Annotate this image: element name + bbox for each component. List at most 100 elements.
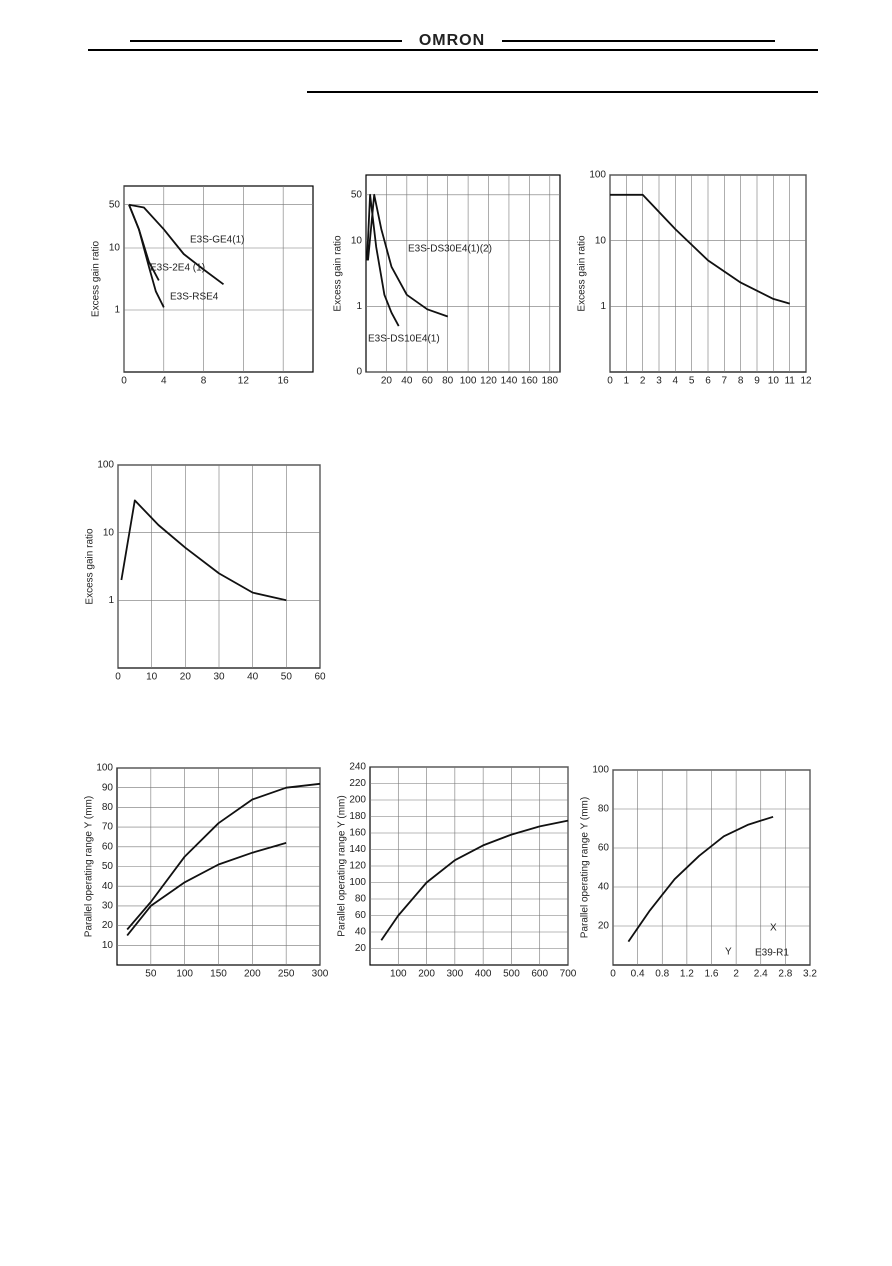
x-tick-label: 2.4 <box>754 969 768 980</box>
curve <box>610 193 790 305</box>
x-tick-label: 700 <box>560 969 577 980</box>
y-axis-label: Excess gain ratio <box>91 240 102 317</box>
y-tick-label: 100 <box>589 170 606 181</box>
x-tick-label: 16 <box>278 376 290 387</box>
curve <box>366 193 400 327</box>
x-tick-label: 50 <box>281 672 293 683</box>
curve <box>120 499 287 602</box>
curve <box>627 815 774 943</box>
y-tick-label: 100 <box>349 877 366 888</box>
x-tick-label: 1 <box>624 376 630 387</box>
y-tick-label: 90 <box>102 782 114 793</box>
x-tick-label: 2 <box>640 376 646 387</box>
logo: OMRON <box>419 32 485 49</box>
y-tick-label: 40 <box>598 882 610 893</box>
y-tick-label: 100 <box>592 765 609 776</box>
x-tick-label: 600 <box>531 969 548 980</box>
y-axis-label: Parallel operating range Y (mm) <box>337 795 348 936</box>
x-tick-label: 2.8 <box>778 969 792 980</box>
x-tick-label: 500 <box>503 969 520 980</box>
x-tick-label: 7 <box>722 376 728 387</box>
curve <box>128 204 165 308</box>
annotation: X <box>770 923 777 934</box>
curve-label: E3S-DS10E4(1) <box>368 334 440 345</box>
y-tick-label: 10 <box>103 527 115 538</box>
x-tick-label: 11 <box>784 376 795 387</box>
chart: 1 10 50 0 4 8 12 16 Excess gain ratio E3S-GE4(1) E… <box>91 185 314 387</box>
curve <box>128 203 225 286</box>
y-tick-label: 120 <box>349 861 366 872</box>
x-tick-label: 6 <box>705 376 711 387</box>
x-tick-label: 120 <box>480 376 497 387</box>
x-tick-label: 80 <box>442 376 454 387</box>
y-tick-label: 240 <box>349 762 366 773</box>
y-tick-label: 40 <box>102 881 114 892</box>
y-axis-label: Excess gain ratio <box>333 235 344 312</box>
chart: 0 1 10 50 20 40 60 80 100 120 140 160 180 Excess gain… <box>333 174 561 387</box>
y-tick-label: 160 <box>349 828 366 839</box>
y-tick-label: 100 <box>96 763 113 774</box>
annotation: Y <box>725 947 732 958</box>
curve-label: E3S-DS30E4(1)(2) <box>408 244 492 255</box>
x-tick-label: 1.2 <box>680 969 694 980</box>
y-axis-label: Excess gain ratio <box>577 235 588 312</box>
x-tick-label: 10 <box>768 376 780 387</box>
y-tick-label: 40 <box>355 927 367 938</box>
chart: 20 40 60 80 100 120 140 160 180 200 220 240 100 200 30… <box>337 762 577 980</box>
x-tick-label: 3 <box>656 376 662 387</box>
x-tick-label: 0.4 <box>631 969 645 980</box>
y-tick-label: 80 <box>355 894 367 905</box>
y-tick-label: 30 <box>102 901 114 912</box>
y-tick-label: 180 <box>349 811 366 822</box>
x-tick-label: 0.8 <box>655 969 669 980</box>
y-tick-label: 70 <box>102 822 114 833</box>
chart: 10 20 30 40 50 60 70 80 90 100 50 100 150 200 250 300 Pa… <box>84 763 329 980</box>
curve <box>380 819 569 941</box>
x-tick-label: 0 <box>121 376 127 387</box>
x-tick-label: 0 <box>607 376 613 387</box>
x-tick-label: 40 <box>401 376 413 387</box>
y-tick-label: 100 <box>97 460 114 471</box>
y-tick-label: 20 <box>355 943 367 954</box>
x-tick-label: 5 <box>689 376 695 387</box>
chart: 1 10 100 0 10 20 30 40 50 60 Excess gain ratio <box>85 460 326 683</box>
y-tick-label: 10 <box>351 235 363 246</box>
y-axis-label: Excess gain ratio <box>85 528 96 605</box>
x-tick-label: 200 <box>418 969 435 980</box>
x-tick-label: 12 <box>238 376 250 387</box>
y-tick-label: 1 <box>108 595 114 606</box>
y-tick-label: 200 <box>349 795 366 806</box>
x-tick-label: 12 <box>800 376 812 387</box>
x-tick-label: 100 <box>176 969 193 980</box>
y-tick-label: 60 <box>598 843 610 854</box>
x-tick-label: 160 <box>521 376 538 387</box>
y-tick-label: 1 <box>600 301 606 312</box>
curve <box>126 782 321 931</box>
curve-label: E3S-2E4 (1) <box>150 263 205 274</box>
x-tick-label: 50 <box>145 969 157 980</box>
x-tick-label: 0 <box>610 969 616 980</box>
x-tick-label: 4 <box>673 376 679 387</box>
x-tick-label: 150 <box>210 969 227 980</box>
y-tick-label: 50 <box>102 861 114 872</box>
x-tick-label: 8 <box>738 376 744 387</box>
y-tick-label: 60 <box>355 910 367 921</box>
x-tick-label: 300 <box>447 969 464 980</box>
x-tick-label: 60 <box>314 672 326 683</box>
y-tick-label: 1 <box>114 305 120 316</box>
y-tick-label: 60 <box>102 841 114 852</box>
x-tick-label: 140 <box>501 376 518 387</box>
x-tick-label: 8 <box>201 376 207 387</box>
x-tick-label: 9 <box>754 376 760 387</box>
y-tick-label: 10 <box>595 235 607 246</box>
y-tick-label: 140 <box>349 844 366 855</box>
x-tick-label: 3.2 <box>803 969 817 980</box>
y-tick-label: 20 <box>598 921 610 932</box>
x-tick-label: 30 <box>213 672 225 683</box>
x-tick-label: 300 <box>312 969 329 980</box>
x-tick-label: 60 <box>422 376 434 387</box>
curve <box>367 193 448 318</box>
x-tick-label: 20 <box>180 672 192 683</box>
x-tick-label: 20 <box>381 376 393 387</box>
